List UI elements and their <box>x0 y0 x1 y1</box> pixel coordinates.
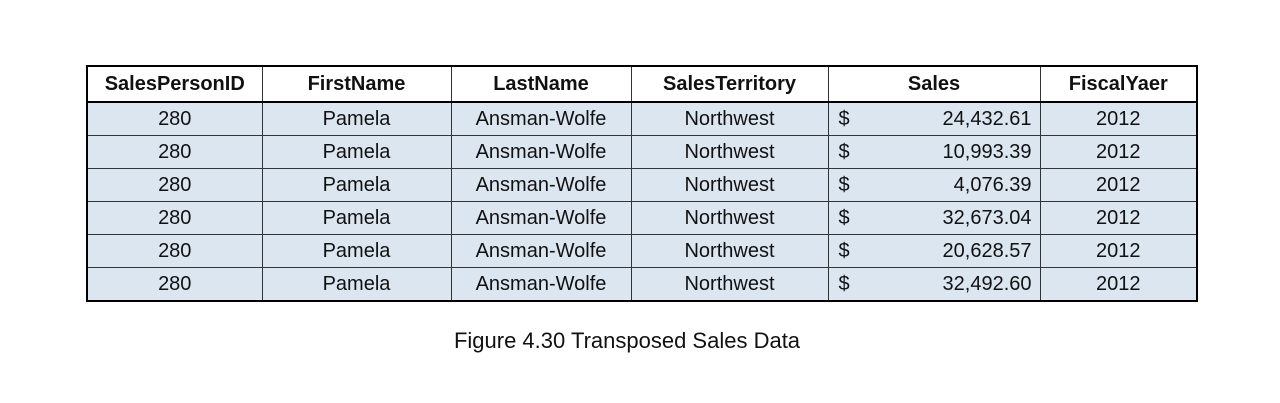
table-cell: 280 <box>86 101 263 136</box>
table-cell: 280 <box>86 201 263 235</box>
table-row: 280 Pamela Ansman-Wolfe Northwest $20,628.57… <box>86 234 1198 268</box>
table-row: 280 Pamela Ansman-Wolfe Northwest $4,076.39 2… <box>86 168 1198 202</box>
table-cell: Pamela <box>261 101 452 136</box>
table-cell: 2012 <box>1039 234 1198 268</box>
table-cell: Pamela <box>261 234 452 268</box>
table-cell: 280 <box>86 135 263 169</box>
table-row: 280 Pamela Ansman-Wolfe Northwest $10,993.39… <box>86 135 1198 169</box>
header-row: SalesPersonID FirstName LastName SalesTerri… <box>86 65 1198 103</box>
currency-symbol: $ <box>838 239 850 262</box>
figure-caption: Figure 4.30 Transposed Sales Data <box>453 328 801 353</box>
table-cell: Ansman-Wolfe <box>450 135 632 169</box>
table-cell: 2012 <box>1039 168 1198 202</box>
sales-cell: $32,492.60 <box>827 267 1041 302</box>
currency-symbol: $ <box>838 272 850 295</box>
table-cell: Pamela <box>261 267 452 302</box>
column-header: FiscalYaer <box>1039 65 1198 103</box>
table-cell: Northwest <box>630 135 829 169</box>
column-header: FirstName <box>261 65 452 103</box>
table-cell: Northwest <box>630 201 829 235</box>
table-body: 280 Pamela Ansman-Wolfe Northwest $24,432.61… <box>86 101 1198 302</box>
table-cell: 2012 <box>1039 101 1198 136</box>
currency-symbol: $ <box>838 173 850 196</box>
table-cell: Ansman-Wolfe <box>450 168 632 202</box>
table-cell: Pamela <box>261 135 452 169</box>
table-row: 280 Pamela Ansman-Wolfe Northwest $32,673.04… <box>86 201 1198 235</box>
currency-symbol: $ <box>838 206 850 229</box>
table-row: 280 Pamela Ansman-Wolfe Northwest $24,432.61… <box>86 101 1198 136</box>
table-cell: Pamela <box>261 168 452 202</box>
sales-cell: $24,432.61 <box>827 101 1041 136</box>
column-header: Sales <box>827 65 1041 103</box>
table-cell: Ansman-Wolfe <box>450 267 632 302</box>
column-header: SalesPersonID <box>86 65 263 103</box>
table-cell: Northwest <box>630 101 829 136</box>
table-cell: Northwest <box>630 234 829 268</box>
table-cell: 280 <box>86 234 263 268</box>
sales-cell: $4,076.39 <box>827 168 1041 202</box>
sales-amount: 32,492.60 <box>942 272 1032 295</box>
sales-amount: 20,628.57 <box>942 239 1032 262</box>
sales-cell: $10,993.39 <box>827 135 1041 169</box>
sales-cell: $20,628.57 <box>827 234 1041 268</box>
table-cell: Pamela <box>261 201 452 235</box>
table-cell: 2012 <box>1039 135 1198 169</box>
sales-cell: $32,673.04 <box>827 201 1041 235</box>
table-cell: 280 <box>86 267 263 302</box>
sales-amount: 32,673.04 <box>942 206 1032 229</box>
sales-table: SalesPersonID FirstName LastName SalesTerri… <box>86 65 1198 302</box>
table-cell: 2012 <box>1039 267 1198 302</box>
sales-amount: 4,076.39 <box>953 173 1032 196</box>
sales-amount: 10,993.39 <box>942 140 1032 163</box>
table-cell: Northwest <box>630 168 829 202</box>
table-cell: Northwest <box>630 267 829 302</box>
table-cell: Ansman-Wolfe <box>450 201 632 235</box>
table-cell: Ansman-Wolfe <box>450 101 632 136</box>
column-header: SalesTerritory <box>630 65 829 103</box>
currency-symbol: $ <box>838 140 850 163</box>
table-cell: 280 <box>86 168 263 202</box>
table-cell: 2012 <box>1039 201 1198 235</box>
table-row: 280 Pamela Ansman-Wolfe Northwest $32,492.60… <box>86 267 1198 302</box>
currency-symbol: $ <box>838 107 850 130</box>
sales-amount: 24,432.61 <box>942 107 1032 130</box>
table-cell: Ansman-Wolfe <box>450 234 632 268</box>
column-header: LastName <box>450 65 632 103</box>
